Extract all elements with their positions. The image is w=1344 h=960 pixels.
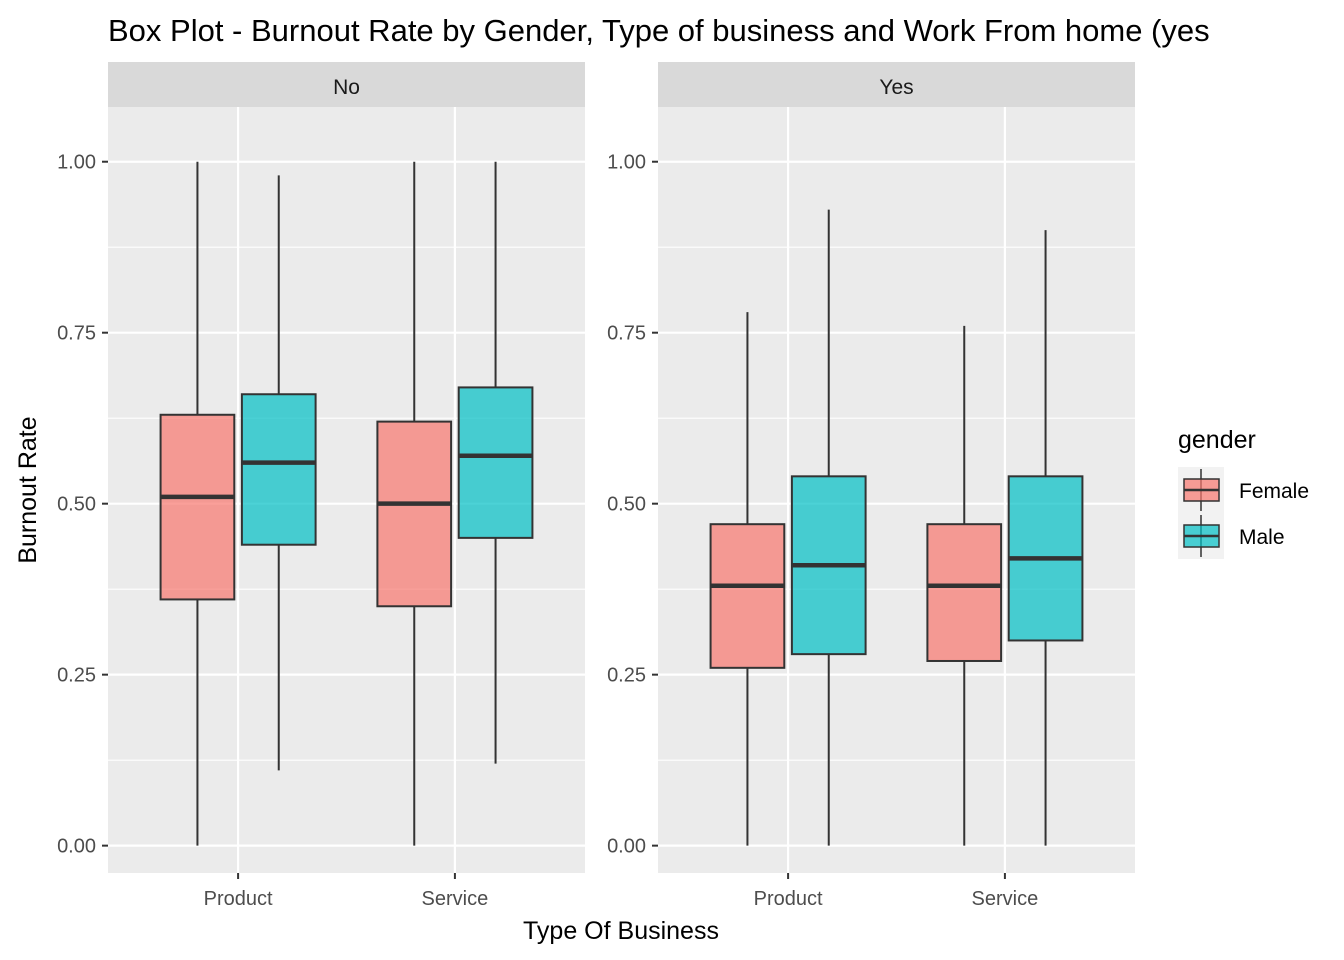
y-tick-label: 0.00 [607,836,646,858]
facet-panel-no: No 0.00 0.25 0.50 0.75 1.00 Product Service [57,62,585,910]
box-product-female [159,161,236,846]
y-tick-label: 0.75 [607,323,646,345]
facet-panel-yes: Yes 0.00 0.25 0.50 0.75 1.00 Product Service [607,62,1135,910]
facet-strip-label: No [333,76,360,99]
legend-item-female: Female [1178,467,1309,513]
facet-strip [108,62,585,107]
x-tick-label: Service [422,888,489,910]
y-tick-label: 0.25 [57,665,96,687]
y-tick-label: 0.50 [57,494,96,516]
legend-label: Female [1239,480,1309,503]
y-tick-label: 0.50 [607,494,646,516]
x-tick-label: Product [204,888,273,910]
facets-layer: No 0.00 0.25 0.50 0.75 1.00 Product Service Yes 0… [57,62,1135,910]
legend-item-male: Male [1178,513,1285,559]
box-product-male [240,175,317,771]
x-tick-label: Product [754,888,823,910]
facet-strip [658,62,1135,107]
box-iqr [457,386,534,539]
box-iqr [159,413,236,601]
box-iqr [240,393,317,546]
legend: gender Female Male [1178,426,1309,559]
box-iqr [926,523,1003,662]
y-tick-label: 0.25 [607,665,646,687]
legend-label: Male [1239,526,1285,549]
box-iqr [376,420,453,608]
y-axis-title: Burnout Rate [14,416,42,563]
x-axis-title: Type Of Business [523,917,719,945]
box-service-male [457,161,534,764]
y-tick-label: 0.00 [57,836,96,858]
y-tick-label: 1.00 [57,152,96,174]
legend-title: gender [1178,426,1256,454]
box-product-female [709,312,786,846]
facet-strip-label: Yes [879,76,913,99]
chart-title: Box Plot - Burnout Rate by Gender, Type … [108,13,1210,48]
y-tick-label: 0.75 [57,323,96,345]
box-product-male [790,209,867,846]
box-service-male [1007,230,1084,846]
box-iqr [709,523,786,669]
x-tick-label: Service [972,888,1039,910]
box-service-female [926,325,1003,846]
box-service-female [376,161,453,846]
y-tick-label: 1.00 [607,152,646,174]
